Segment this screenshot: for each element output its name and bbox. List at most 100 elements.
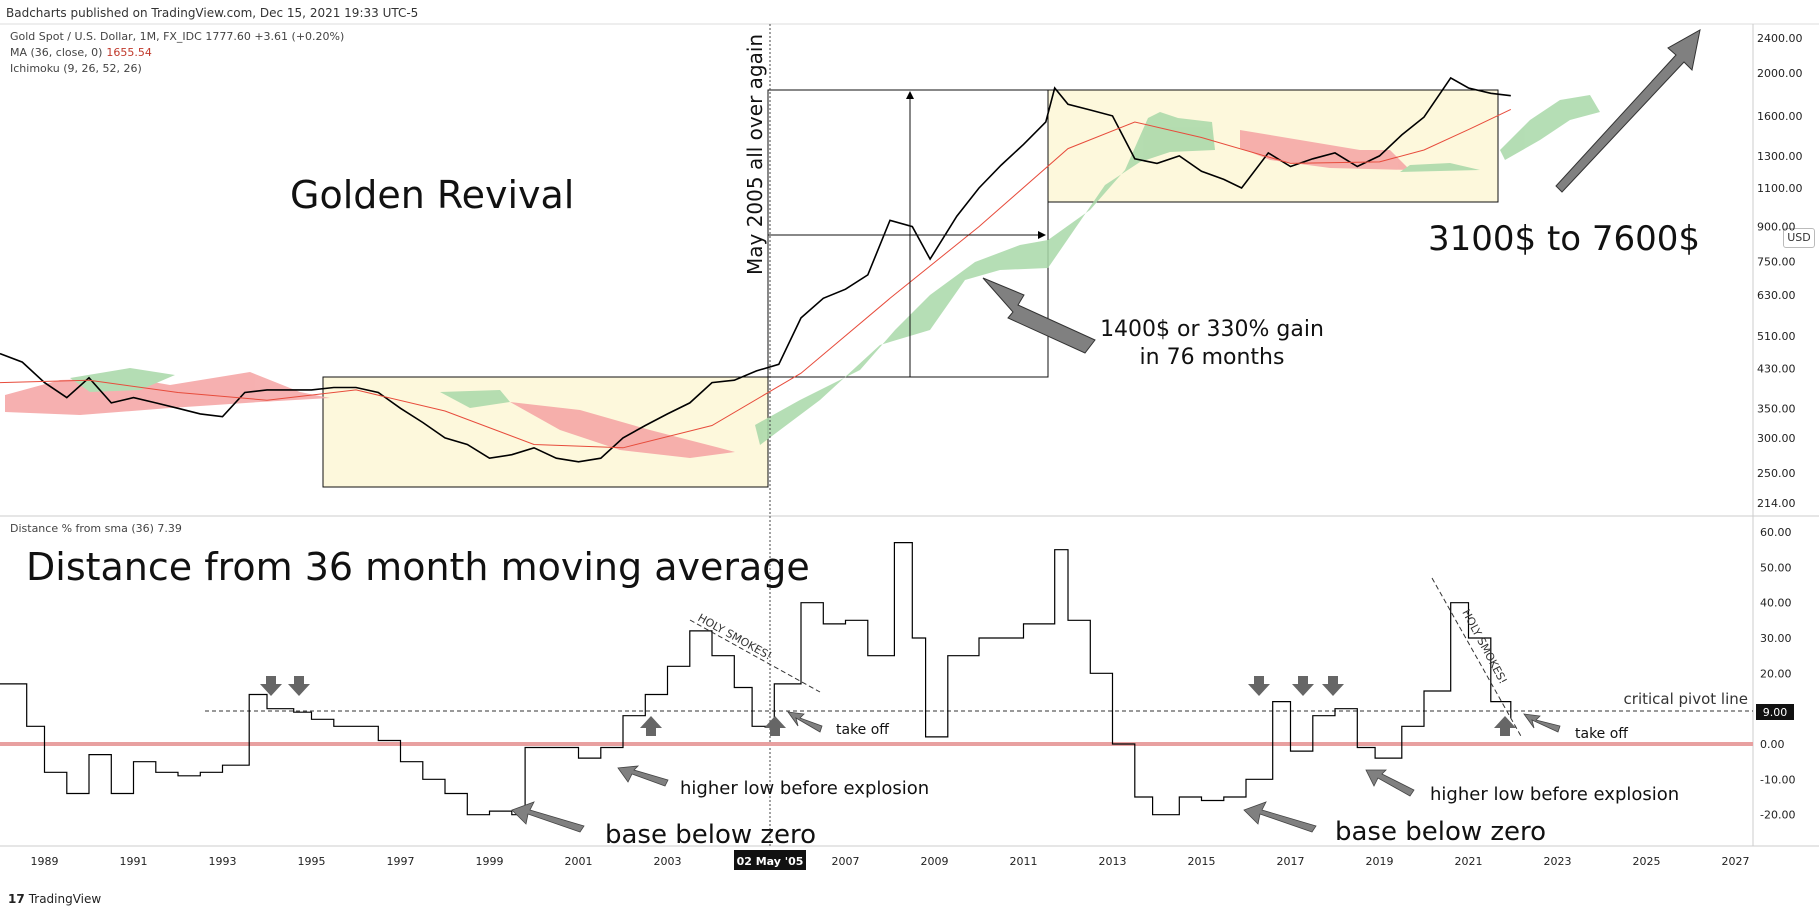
oscillator-tick-label: -10.00 <box>1760 773 1795 786</box>
time-tick-label: 2001 <box>565 855 593 868</box>
oscillator-tick-label: 30.00 <box>1760 632 1792 645</box>
footer-brand: 17 TradingView <box>8 892 101 906</box>
annotation-gain-line2: in 76 months <box>1140 345 1285 370</box>
legend-ma-value: 1655.54 <box>106 46 152 59</box>
time-tick-label: 2023 <box>1544 855 1572 868</box>
tradingview-logo-icon: 17 <box>8 892 25 906</box>
annotation-higher-low-1: higher low before explosion <box>680 778 929 799</box>
oscillator-tick-label: 50.00 <box>1760 561 1792 574</box>
price-tick-label: 1100.00 <box>1757 182 1803 195</box>
price-tick-label: 2400.00 <box>1757 32 1803 45</box>
up-arrow <box>1494 716 1516 736</box>
legend-oscillator: Distance % from sma (36) 7.39 <box>10 522 182 535</box>
pointer-arrow <box>1523 713 1561 733</box>
time-tick-label: 2007 <box>832 855 860 868</box>
pointer-arrow <box>787 711 823 733</box>
up-arrow <box>640 716 662 736</box>
price-tick-label: 250.00 <box>1757 467 1796 480</box>
legend-ichimoku: Ichimoku (9, 26, 52, 26) <box>10 62 142 75</box>
time-tick-label: 1989 <box>31 855 59 868</box>
annotation-may-2005: May 2005 all over again <box>743 34 767 275</box>
oscillator-tick-label: 60.00 <box>1760 526 1792 539</box>
time-tick-label: 2013 <box>1099 855 1127 868</box>
annotation-holy-smokes-2: HOLY SMOKES! <box>1459 607 1509 686</box>
time-tick-label: 2021 <box>1455 855 1483 868</box>
down-arrow <box>1292 676 1314 696</box>
time-tick-label: 2009 <box>921 855 949 868</box>
down-arrow <box>260 676 282 696</box>
time-cursor-tag <box>734 850 806 870</box>
time-tick-label: 02 May '05 <box>737 855 804 868</box>
currency-button[interactable]: USD <box>1783 228 1815 248</box>
legend-osc-value: 7.39 <box>157 522 182 535</box>
price-tick-label: 900.00 <box>1757 221 1796 234</box>
price-tick-label: 1600.00 <box>1757 110 1803 123</box>
legend-ichimoku-label: Ichimoku (9, 26, 52, 26) <box>10 62 142 75</box>
time-tick-label: 2019 <box>1366 855 1394 868</box>
arrow-target <box>1555 29 1701 193</box>
ma-line <box>0 108 1512 449</box>
annotation-base-below-zero-2: base below zero <box>1335 817 1546 847</box>
time-tick-label: 2027 <box>1722 855 1750 868</box>
oscillator-tick-label: 40.00 <box>1760 597 1792 610</box>
oscillator-axis: 60.0050.0040.0030.0020.0010.000.00-10.00… <box>1760 526 1795 822</box>
legend-symbol-value: 1777.60 +3.61 (+0.20%) <box>205 30 345 43</box>
time-tick-label: 2003 <box>654 855 682 868</box>
price-tick-label: 1300.00 <box>1757 150 1803 163</box>
annotation-take-off-2: take off <box>1575 726 1628 742</box>
oscillator-line <box>0 541 1512 816</box>
time-tick-label: 2015 <box>1188 855 1216 868</box>
legend-ma: MA (36, close, 0) 1655.54 <box>10 46 152 59</box>
oscillator-tick-label: 0.00 <box>1760 738 1785 751</box>
legend-osc-label: Distance % from sma (36) <box>10 522 154 535</box>
base-box-1 <box>322 376 769 488</box>
time-tick-label: 1991 <box>120 855 148 868</box>
time-tick-label: 1995 <box>298 855 326 868</box>
price-tick-label: 2000.00 <box>1757 67 1803 80</box>
down-arrows <box>260 676 1344 696</box>
pointer-arrow <box>1243 801 1317 833</box>
time-tick-label: 1997 <box>387 855 415 868</box>
down-arrow <box>1322 676 1344 696</box>
legend-symbol-name: Gold Spot / U.S. Dollar, 1M, FX_IDC <box>10 30 202 43</box>
down-arrow <box>288 676 310 696</box>
annotation-take-off-1: take off <box>836 722 889 738</box>
chart-title-distance: Distance from 36 month moving average <box>26 545 810 589</box>
annotation-holy-smokes-1: HOLY SMOKES! <box>696 611 774 662</box>
price-axis: 2400.00 2000.00 1600.00 1300.00 1100.00 900.0… <box>1757 32 1803 510</box>
time-axis: 1989 1991 1993 1995 1997 1999 2001 2003 02 May '… <box>31 850 1750 870</box>
time-tick-label: 2011 <box>1010 855 1038 868</box>
annotation-gain-line1: 1400$ or 330% gain <box>1100 317 1324 342</box>
up-arrow <box>764 716 786 736</box>
pointer-arrow <box>511 801 585 833</box>
time-tick-label: 1993 <box>209 855 237 868</box>
time-tick-label: 2025 <box>1633 855 1661 868</box>
price-tick-label: 430.00 <box>1757 363 1796 376</box>
price-tick-label: 350.00 <box>1757 402 1796 415</box>
oscillator-tick-label: 20.00 <box>1760 667 1792 680</box>
price-tick-label: 214.00 <box>1757 497 1796 510</box>
pointer-arrows <box>511 711 1561 833</box>
oscillator-tick-label: -20.00 <box>1760 809 1795 822</box>
price-line <box>0 76 1511 463</box>
ichimoku-cloud <box>5 95 1600 458</box>
up-arrows <box>640 716 1516 736</box>
pivot-price-tag <box>1756 704 1794 720</box>
down-arrow <box>1248 676 1270 696</box>
base-box-2 <box>1047 89 1499 203</box>
annotation-target: 3100$ to 7600$ <box>1428 219 1700 259</box>
pointer-arrow <box>1365 769 1415 797</box>
price-tick-label: 750.00 <box>1757 256 1796 269</box>
publish-header: Badcharts published on TradingView.com, … <box>6 6 419 20</box>
price-tick-label: 300.00 <box>1757 432 1796 445</box>
time-tick-label: 2017 <box>1277 855 1305 868</box>
holy-smokes-line-2 <box>1431 577 1523 739</box>
breakout-box <box>767 89 1049 378</box>
chart-title-golden-revival: Golden Revival <box>290 173 574 217</box>
legend-ma-label: MA (36, close, 0) <box>10 46 103 59</box>
footer-brand-text: TradingView <box>28 892 102 906</box>
holy-smokes-line-1 <box>689 619 821 693</box>
price-tick-label: 630.00 <box>1757 289 1796 302</box>
